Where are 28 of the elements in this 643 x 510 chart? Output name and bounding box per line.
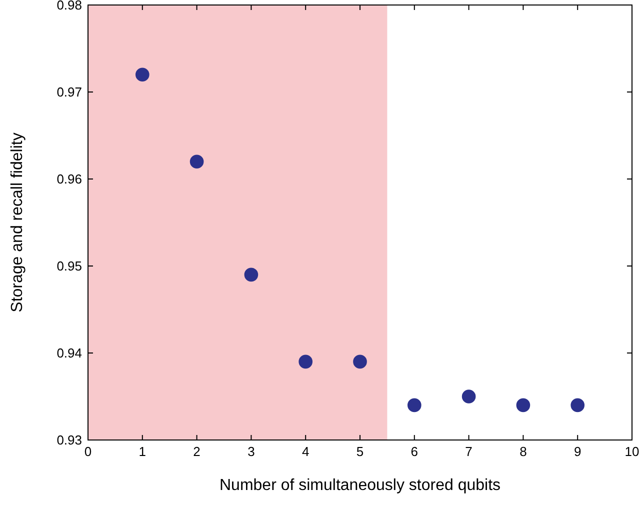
point [135, 68, 150, 82]
x-axis-title: Number of simultaneously stored qubits [219, 477, 501, 494]
point [570, 398, 585, 412]
x-tick-label: 5 [356, 444, 364, 459]
x-tick-label: 10 [624, 444, 640, 459]
y-tick-label: 0.93 [56, 432, 82, 448]
point [516, 398, 530, 412]
x-tick-label: 3 [248, 444, 255, 459]
x-tick-label: 2 [193, 444, 200, 459]
point [298, 354, 313, 369]
point [462, 390, 476, 404]
x-tick-label: 9 [574, 444, 582, 459]
y-tick-label: 0.95 [56, 258, 82, 274]
point [407, 398, 422, 412]
x-tick-label: 8 [520, 444, 527, 459]
y-tick-label: 0.96 [56, 172, 82, 187]
y-axis-title: Storage and recall fidelity [9, 132, 26, 312]
y-tick-label: 0.97 [56, 84, 82, 100]
x-tick-label: 4 [302, 444, 310, 459]
x-tick-label: 6 [410, 444, 418, 459]
point [353, 354, 367, 369]
x-tick-label: 7 [465, 444, 472, 459]
x-tick-label: 1 [138, 444, 146, 459]
y-tick-label: 0.98 [56, 0, 82, 13]
y-tick-label: 0.94 [56, 346, 82, 361]
point [244, 268, 258, 282]
point [190, 154, 204, 168]
x-tick-label: 0 [84, 444, 92, 459]
